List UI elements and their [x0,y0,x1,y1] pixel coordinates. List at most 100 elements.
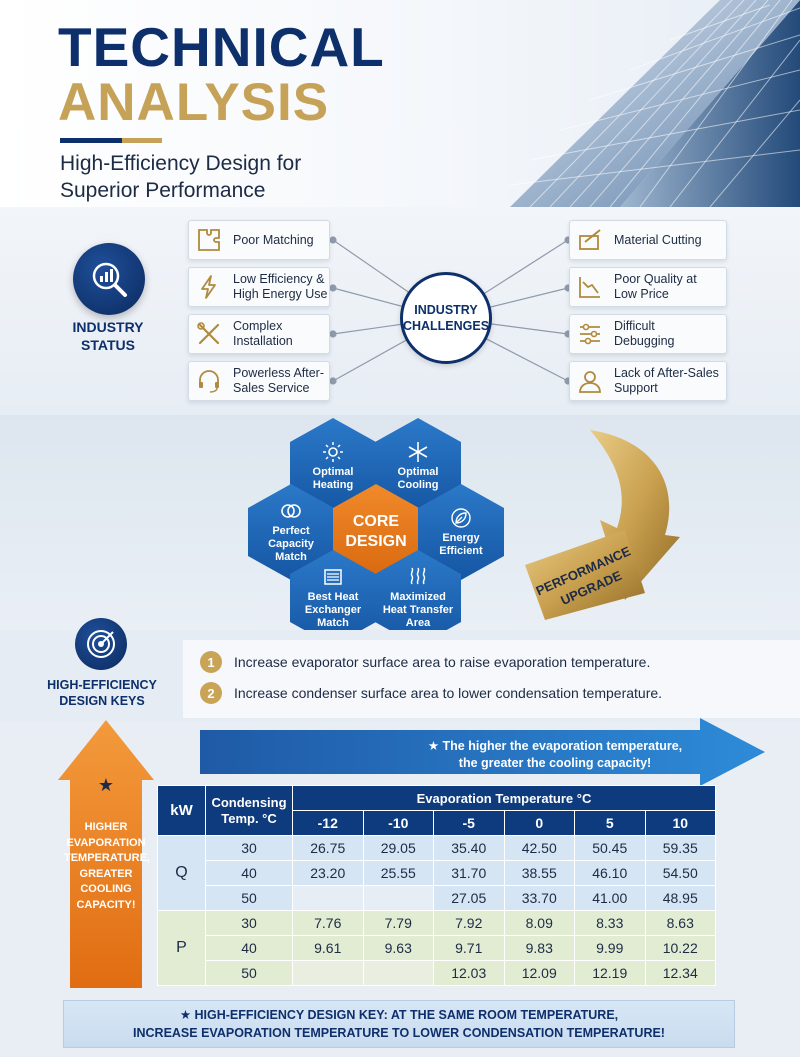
hex-text: Perfect [272,525,310,537]
value-cell [362,960,434,986]
design-keys-label: HIGH-EFFICIENCY DESIGN KEYS [40,677,164,709]
industry-status-label-line2: STATUS [81,337,135,353]
challenge-text: Difficult [614,319,655,333]
key-number: 2 [200,682,222,704]
challenge-low-efficiency: Low Efficiency & High Energy Use [188,267,330,307]
arrow-note-line2: the greater the cooling capacity! [458,756,652,770]
value-cell: 8.09 [503,910,575,936]
cond-header-line2: Temp. °C [221,810,277,826]
evap-temp-cell: 0 [503,810,575,836]
industry-challenges-hub: INDUSTRY CHALLENGES [400,272,492,364]
side-arrow-line: COOLING [80,883,132,895]
value-cell: 9.63 [362,935,434,961]
arrow-note-line1: ★ The higher the evaporation temperature… [427,739,683,753]
subtitle: High-Efficiency Design for Superior Perf… [60,150,380,204]
user-icon [576,367,604,395]
hex-text: Cooling [397,478,439,491]
bottom-note-line1: ★ HIGH-EFFICIENCY DESIGN KEY: AT THE SAM… [179,1008,619,1022]
evap-temp-cell: -5 [433,810,505,836]
value-cell: 38.55 [503,860,575,886]
subtitle-line2: Superior Performance [60,179,266,202]
hex-text: Capacity [268,538,314,550]
building-image [509,0,800,207]
challenge-text: Poor Quality at [614,272,697,286]
challenge-text: Support [614,381,658,395]
value-cell: 35.40 [433,835,505,861]
hex-text: Match [275,551,307,563]
hex-text: Heat Transfer [382,604,454,616]
snowflake-icon [408,441,428,462]
design-key-2: 2 Increase condenser surface area to low… [200,682,662,704]
value-cell: 59.35 [644,835,716,861]
challenge-text: Debugging [614,334,675,348]
tools-icon [195,320,223,348]
evaporation-temp-header: Evaporation Temperature °C [292,785,716,811]
leaf-icon [451,507,471,528]
design-keys-label-line2: DESIGN KEYS [59,694,145,708]
industry-status-label-line1: INDUSTRY [72,319,144,335]
value-cell: 48.95 [644,885,716,911]
core-design-line2: DESIGN [345,533,407,550]
value-cell: 31.70 [433,860,505,886]
subtitle-line1: High-Efficiency Design for [60,152,302,175]
value-cell: 33.70 [503,885,575,911]
heat-exchanger-icon [324,569,342,585]
challenge-lack-after-sales: Lack of After-Sales Support [569,361,727,401]
table-row: 50 27.05 33.70 41.00 48.95 [158,885,716,911]
value-cell: 8.33 [574,910,646,936]
table-row: 40 23.20 25.55 31.70 38.55 46.10 54.50 [158,860,716,886]
key-text: Increase evaporator surface area to rais… [234,654,651,670]
value-cell: 7.76 [292,910,364,936]
challenge-text: Material Cutting [614,232,702,247]
sun-icon [323,441,343,462]
industry-status-label: INDUSTRY STATUS [52,318,164,354]
condensing-temp-cell: 40 [205,935,293,961]
challenge-powerless-after-sales: Powerless After- Sales Service [188,361,330,401]
core-design-line1: CORE [352,513,400,530]
value-cell: 54.50 [644,860,716,886]
challenge-text: Poor Matching [233,232,314,247]
side-arrow-line: EVAPORATION [66,836,146,849]
evap-temp-cell: -10 [362,810,434,836]
cond-header-line1: Condensing [211,794,287,810]
sliders-icon [576,320,604,348]
hex-text: Area [405,617,431,629]
value-cell: 12.19 [574,960,646,986]
value-cell: 41.00 [574,885,646,911]
value-cell: 25.55 [362,860,434,886]
header-section: TECHNICAL ANALYSIS High-Efficiency Desig… [0,0,800,207]
hex-text: Match [317,617,349,629]
challenge-text: High Energy Use [233,287,328,301]
hex-text: Optimal [397,465,439,478]
cutting-icon [576,226,604,254]
hex-text: Exchanger [304,604,362,616]
table-body: Q 30 26.75 29.05 35.40 42.50 50.45 59.35 40 23.20… [157,835,716,986]
decline-chart-icon [576,273,604,301]
title-line1: TECHNICAL [58,16,385,78]
challenge-material-cutting: Material Cutting [569,220,727,260]
hub-line2: CHALLENGES [402,319,490,333]
value-cell: 9.71 [433,935,505,961]
table-row: P 30 7.76 7.79 7.92 8.09 8.33 8.63 [157,910,716,986]
group-label: Q [157,835,206,911]
challenge-poor-matching: Poor Matching [188,220,330,260]
arrow-note: ★ The higher the evaporation temperature… [405,738,705,772]
title-underline-blue [60,138,122,143]
circles-icon [281,504,301,518]
value-cell: 9.61 [292,935,364,961]
value-cell: 42.50 [503,835,575,861]
challenge-text: Low Efficiency & [233,272,325,286]
condensing-temp-cell: 40 [205,860,293,886]
higher-evaporation-arrow [58,720,154,988]
puzzle-icon [195,226,223,254]
side-arrow-line: CAPACITY! [76,898,136,911]
value-cell: 27.05 [433,885,505,911]
hex-text: Best Heat [307,591,359,603]
challenge-text: Powerless After- [233,366,325,380]
evap-temp-row: -12 -10 -5 0 5 10 [158,810,716,836]
key-text: Increase condenser surface area to lower… [234,685,663,701]
target-icon [75,618,127,670]
table-row: Q 30 26.75 29.05 35.40 42.50 50.45 59.35 [157,835,716,911]
value-cell [362,885,434,911]
capacity-table: kW Condensing Temp. °C Evaporation Tempe… [157,785,716,986]
